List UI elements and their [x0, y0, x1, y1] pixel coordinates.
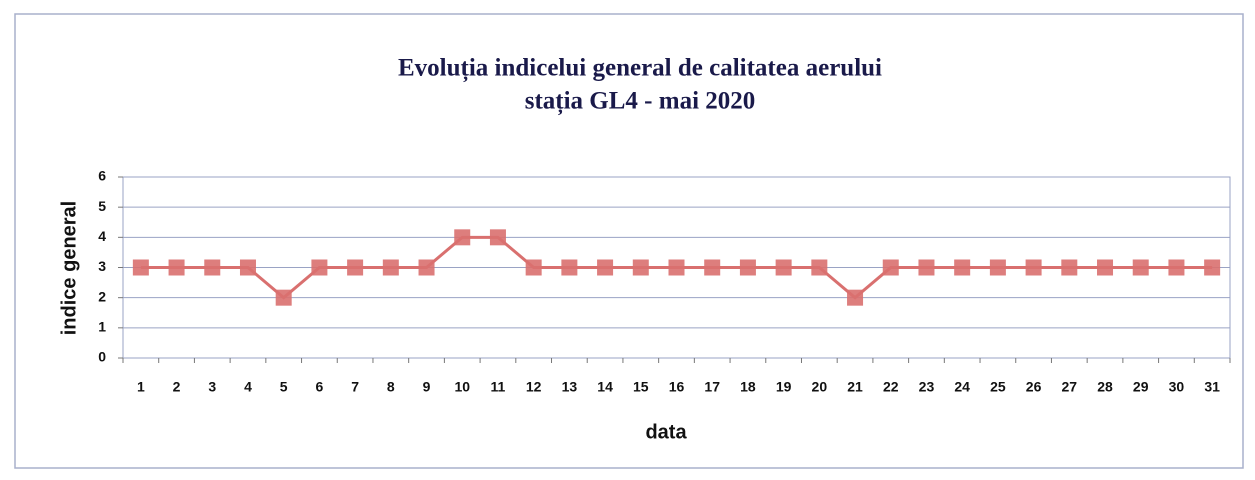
data-point: [132, 259, 149, 276]
x-tick-label: 23: [919, 379, 935, 395]
data-point: [739, 259, 756, 276]
y-tick-label: 3: [98, 258, 106, 274]
x-tick-label: 13: [562, 379, 578, 395]
data-point: [882, 259, 899, 276]
data-point: [525, 259, 542, 276]
data-point: [382, 259, 399, 276]
x-tick-label: 9: [423, 379, 431, 395]
chart-border: [14, 13, 1244, 469]
y-axis-label: indice general: [58, 201, 80, 336]
data-point: [597, 259, 614, 276]
x-tick-label: 30: [1169, 379, 1185, 395]
y-tick-label: 2: [98, 288, 106, 304]
data-point: [1061, 259, 1078, 276]
data-point: [1204, 259, 1221, 276]
data-point: [811, 259, 828, 276]
x-tick-label: 28: [1097, 379, 1113, 395]
data-point: [204, 259, 221, 276]
x-tick-label: 22: [883, 379, 899, 395]
y-tick-label: 6: [98, 168, 106, 184]
data-point: [918, 259, 935, 276]
x-tick-label: 4: [244, 379, 252, 395]
x-tick-label: 31: [1204, 379, 1220, 395]
x-tick-label: 18: [740, 379, 756, 395]
chart-title: Evoluția indicelui general de calitatea …: [398, 55, 882, 83]
data-point: [275, 289, 292, 306]
data-point: [561, 259, 578, 276]
data-point: [418, 259, 435, 276]
data-point: [489, 229, 506, 246]
data-point: [668, 259, 685, 276]
x-tick-label: 16: [669, 379, 685, 395]
data-point: [311, 259, 328, 276]
data-point: [632, 259, 649, 276]
x-tick-label: 25: [990, 379, 1006, 395]
x-tick-label: 2: [173, 379, 181, 395]
data-point: [1025, 259, 1042, 276]
x-tick-label: 1: [137, 379, 145, 395]
data-point: [1168, 259, 1185, 276]
x-tick-label: 6: [316, 379, 324, 395]
x-tick-label: 29: [1133, 379, 1149, 395]
x-tick-label: 3: [208, 379, 216, 395]
data-point: [704, 259, 721, 276]
y-tick-label: 4: [98, 228, 106, 244]
x-tick-label: 21: [847, 379, 863, 395]
data-point: [847, 289, 864, 306]
data-point: [775, 259, 792, 276]
x-tick-label: 12: [526, 379, 542, 395]
x-tick-label: 15: [633, 379, 649, 395]
x-tick-label: 26: [1026, 379, 1042, 395]
data-point: [454, 229, 471, 246]
x-tick-label: 11: [491, 379, 506, 395]
data-point: [168, 259, 185, 276]
x-tick-label: 27: [1062, 379, 1078, 395]
data-point: [954, 259, 971, 276]
x-tick-label: 10: [454, 379, 470, 395]
y-tick-label: 1: [98, 319, 106, 335]
data-point: [347, 259, 364, 276]
x-tick-label: 7: [351, 379, 359, 395]
x-tick-label: 19: [776, 379, 792, 395]
data-point: [1132, 259, 1149, 276]
x-axis-label: data: [645, 421, 687, 443]
x-tick-label: 5: [280, 379, 288, 395]
data-point: [989, 259, 1006, 276]
x-tick-label: 17: [704, 379, 720, 395]
x-tick-label: 8: [387, 379, 395, 395]
y-tick-label: 5: [98, 198, 106, 214]
x-tick-label: 14: [597, 379, 613, 395]
data-point: [239, 259, 256, 276]
chart-subtitle: stația GL4 - mai 2020: [525, 88, 756, 116]
x-tick-label: 24: [954, 379, 970, 395]
data-point: [1097, 259, 1114, 276]
y-tick-label: 0: [98, 349, 106, 365]
x-tick-label: 20: [812, 379, 828, 395]
